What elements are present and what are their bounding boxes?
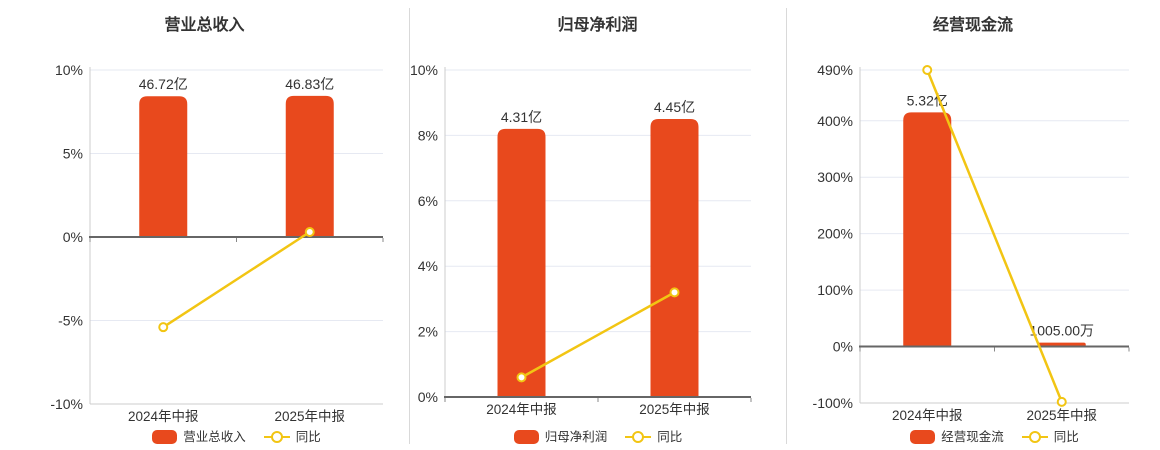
- svg-text:-5%: -5%: [58, 313, 83, 329]
- y-axis-labels: -10% -5% 0% 5% 10%: [50, 62, 83, 412]
- svg-text:10%: 10%: [410, 62, 438, 78]
- svg-text:0%: 0%: [833, 339, 853, 355]
- value-labels: 46.72亿 46.83亿: [139, 76, 335, 92]
- bar-swatch-icon: [152, 430, 178, 444]
- chart-title-net-profit: 归母净利润: [557, 17, 638, 34]
- line-marker-icon: [270, 431, 283, 443]
- y-axis-labels: 0% 2% 4% 6% 8% 10%: [410, 62, 438, 405]
- bar-series: [497, 119, 699, 398]
- chart-canvas-revenue[interactable]: 46.72亿 46.83亿 -10% -5% 0% 5% 10% 2024年中报 2025年中报: [0, 0, 409, 450]
- svg-text:300%: 300%: [817, 169, 853, 185]
- bar-series: [139, 95, 334, 238]
- line-series: [922, 65, 1067, 407]
- chart-title-revenue: 营业总收入: [164, 17, 245, 34]
- legend-item-cash-flow-yoy[interactable]: 同比: [1021, 429, 1079, 444]
- chart-legend-revenue: 营业总收入 同比: [90, 427, 383, 447]
- svg-text:200%: 200%: [817, 226, 853, 242]
- chart-legend-net-profit: 归母净利润 同比: [445, 427, 751, 447]
- bar-swatch-icon: [513, 430, 539, 444]
- svg-text:4.45亿: 4.45亿: [654, 99, 695, 115]
- svg-text:8%: 8%: [418, 127, 438, 143]
- bar-swatch-icon: [910, 430, 936, 444]
- line-marker-icon: [1028, 431, 1041, 443]
- legend-item-revenue-bar[interactable]: 营业总收入: [152, 430, 246, 444]
- chart-panel-cash-flow: 经营现金流 5.32亿 1005.00万 -100% 0% 100% 200% 300% 40…: [786, 0, 1160, 450]
- x-axis-labels: 2024年中报 2025年中报: [128, 409, 345, 424]
- grid-lines: [90, 69, 383, 405]
- x-axis: [444, 396, 752, 402]
- chart-title-cash-flow: 经营现金流: [932, 17, 1013, 34]
- svg-text:46.83亿: 46.83亿: [285, 76, 334, 92]
- svg-text:4.31亿: 4.31亿: [501, 109, 542, 125]
- legend-label: 经营现金流: [941, 429, 1004, 444]
- svg-text:400%: 400%: [817, 113, 853, 129]
- x-axis: [859, 345, 1130, 352]
- line-swatch-icon: [263, 431, 290, 443]
- svg-text:2%: 2%: [418, 324, 438, 340]
- value-labels: 4.31亿 4.45亿: [501, 99, 695, 125]
- svg-text:4%: 4%: [418, 258, 438, 274]
- legend-label: 归母净利润: [544, 429, 608, 444]
- chart-panel-revenue: 营业总收入 46.72亿 46.83亿 -10% -5% 0% 5% 10% 2024年中报 2…: [0, 0, 409, 450]
- chart-canvas-net-profit[interactable]: 4.31亿 4.45亿 0% 2% 4% 6% 8% 10% 2024年中报 2025年中报: [409, 0, 786, 450]
- svg-text:2024年中报: 2024年中报: [892, 408, 963, 423]
- bar-series: [903, 112, 1086, 347]
- svg-text:46.72亿: 46.72亿: [139, 76, 188, 92]
- svg-text:-10%: -10%: [50, 396, 83, 412]
- legend-item-revenue-yoy[interactable]: 同比: [263, 429, 321, 444]
- panel-divider: [409, 8, 410, 444]
- x-axis-labels: 2024年中报 2025年中报: [486, 402, 710, 417]
- svg-text:-100%: -100%: [813, 395, 853, 411]
- svg-text:1005.00万: 1005.00万: [1029, 323, 1094, 339]
- line-series: [158, 226, 315, 333]
- x-axis-labels: 2024年中报 2025年中报: [892, 408, 1097, 423]
- svg-text:100%: 100%: [817, 282, 853, 298]
- svg-text:2025年中报: 2025年中报: [274, 409, 345, 424]
- legend-label: 同比: [1053, 429, 1079, 444]
- panel-divider: [786, 8, 787, 444]
- svg-text:2025年中报: 2025年中报: [1026, 408, 1097, 423]
- svg-text:5%: 5%: [63, 146, 83, 162]
- legend-item-net-profit-bar[interactable]: 归母净利润: [513, 429, 608, 444]
- legend-item-cash-flow-bar[interactable]: 经营现金流: [910, 430, 1004, 444]
- svg-text:0%: 0%: [63, 229, 83, 245]
- y-axis-labels: -100% 0% 100% 200% 300% 400% 490%: [813, 62, 853, 411]
- svg-text:6%: 6%: [418, 193, 438, 209]
- chart-legend-cash-flow: 经营现金流 同比: [860, 427, 1129, 447]
- legend-label: 营业总收入: [183, 429, 246, 444]
- chart-panel-net-profit: 归母净利润 4.31亿 4.45亿 0% 2% 4% 6% 8% 10% 2024年中报 2025…: [409, 0, 786, 450]
- legend-label: 同比: [295, 429, 321, 444]
- chart-canvas-cash-flow[interactable]: 5.32亿1005.00万-100%0%100%200%300%400%490%…: [786, 0, 1160, 450]
- line-marker-icon: [632, 431, 645, 443]
- svg-text:2024年中报: 2024年中报: [128, 409, 199, 424]
- grid-lines: [445, 69, 751, 333]
- svg-text:0%: 0%: [418, 389, 438, 405]
- svg-text:10%: 10%: [55, 62, 83, 78]
- svg-text:490%: 490%: [817, 62, 853, 78]
- legend-label: 同比: [657, 429, 683, 444]
- svg-text:2024年中报: 2024年中报: [486, 402, 557, 417]
- svg-text:2025年中报: 2025年中报: [639, 402, 710, 417]
- line-swatch-icon: [625, 431, 652, 443]
- line-series: [516, 287, 680, 383]
- legend-item-net-profit-yoy[interactable]: 同比: [625, 431, 682, 444]
- line-swatch-icon: [1021, 431, 1048, 443]
- x-axis: [89, 236, 384, 242]
